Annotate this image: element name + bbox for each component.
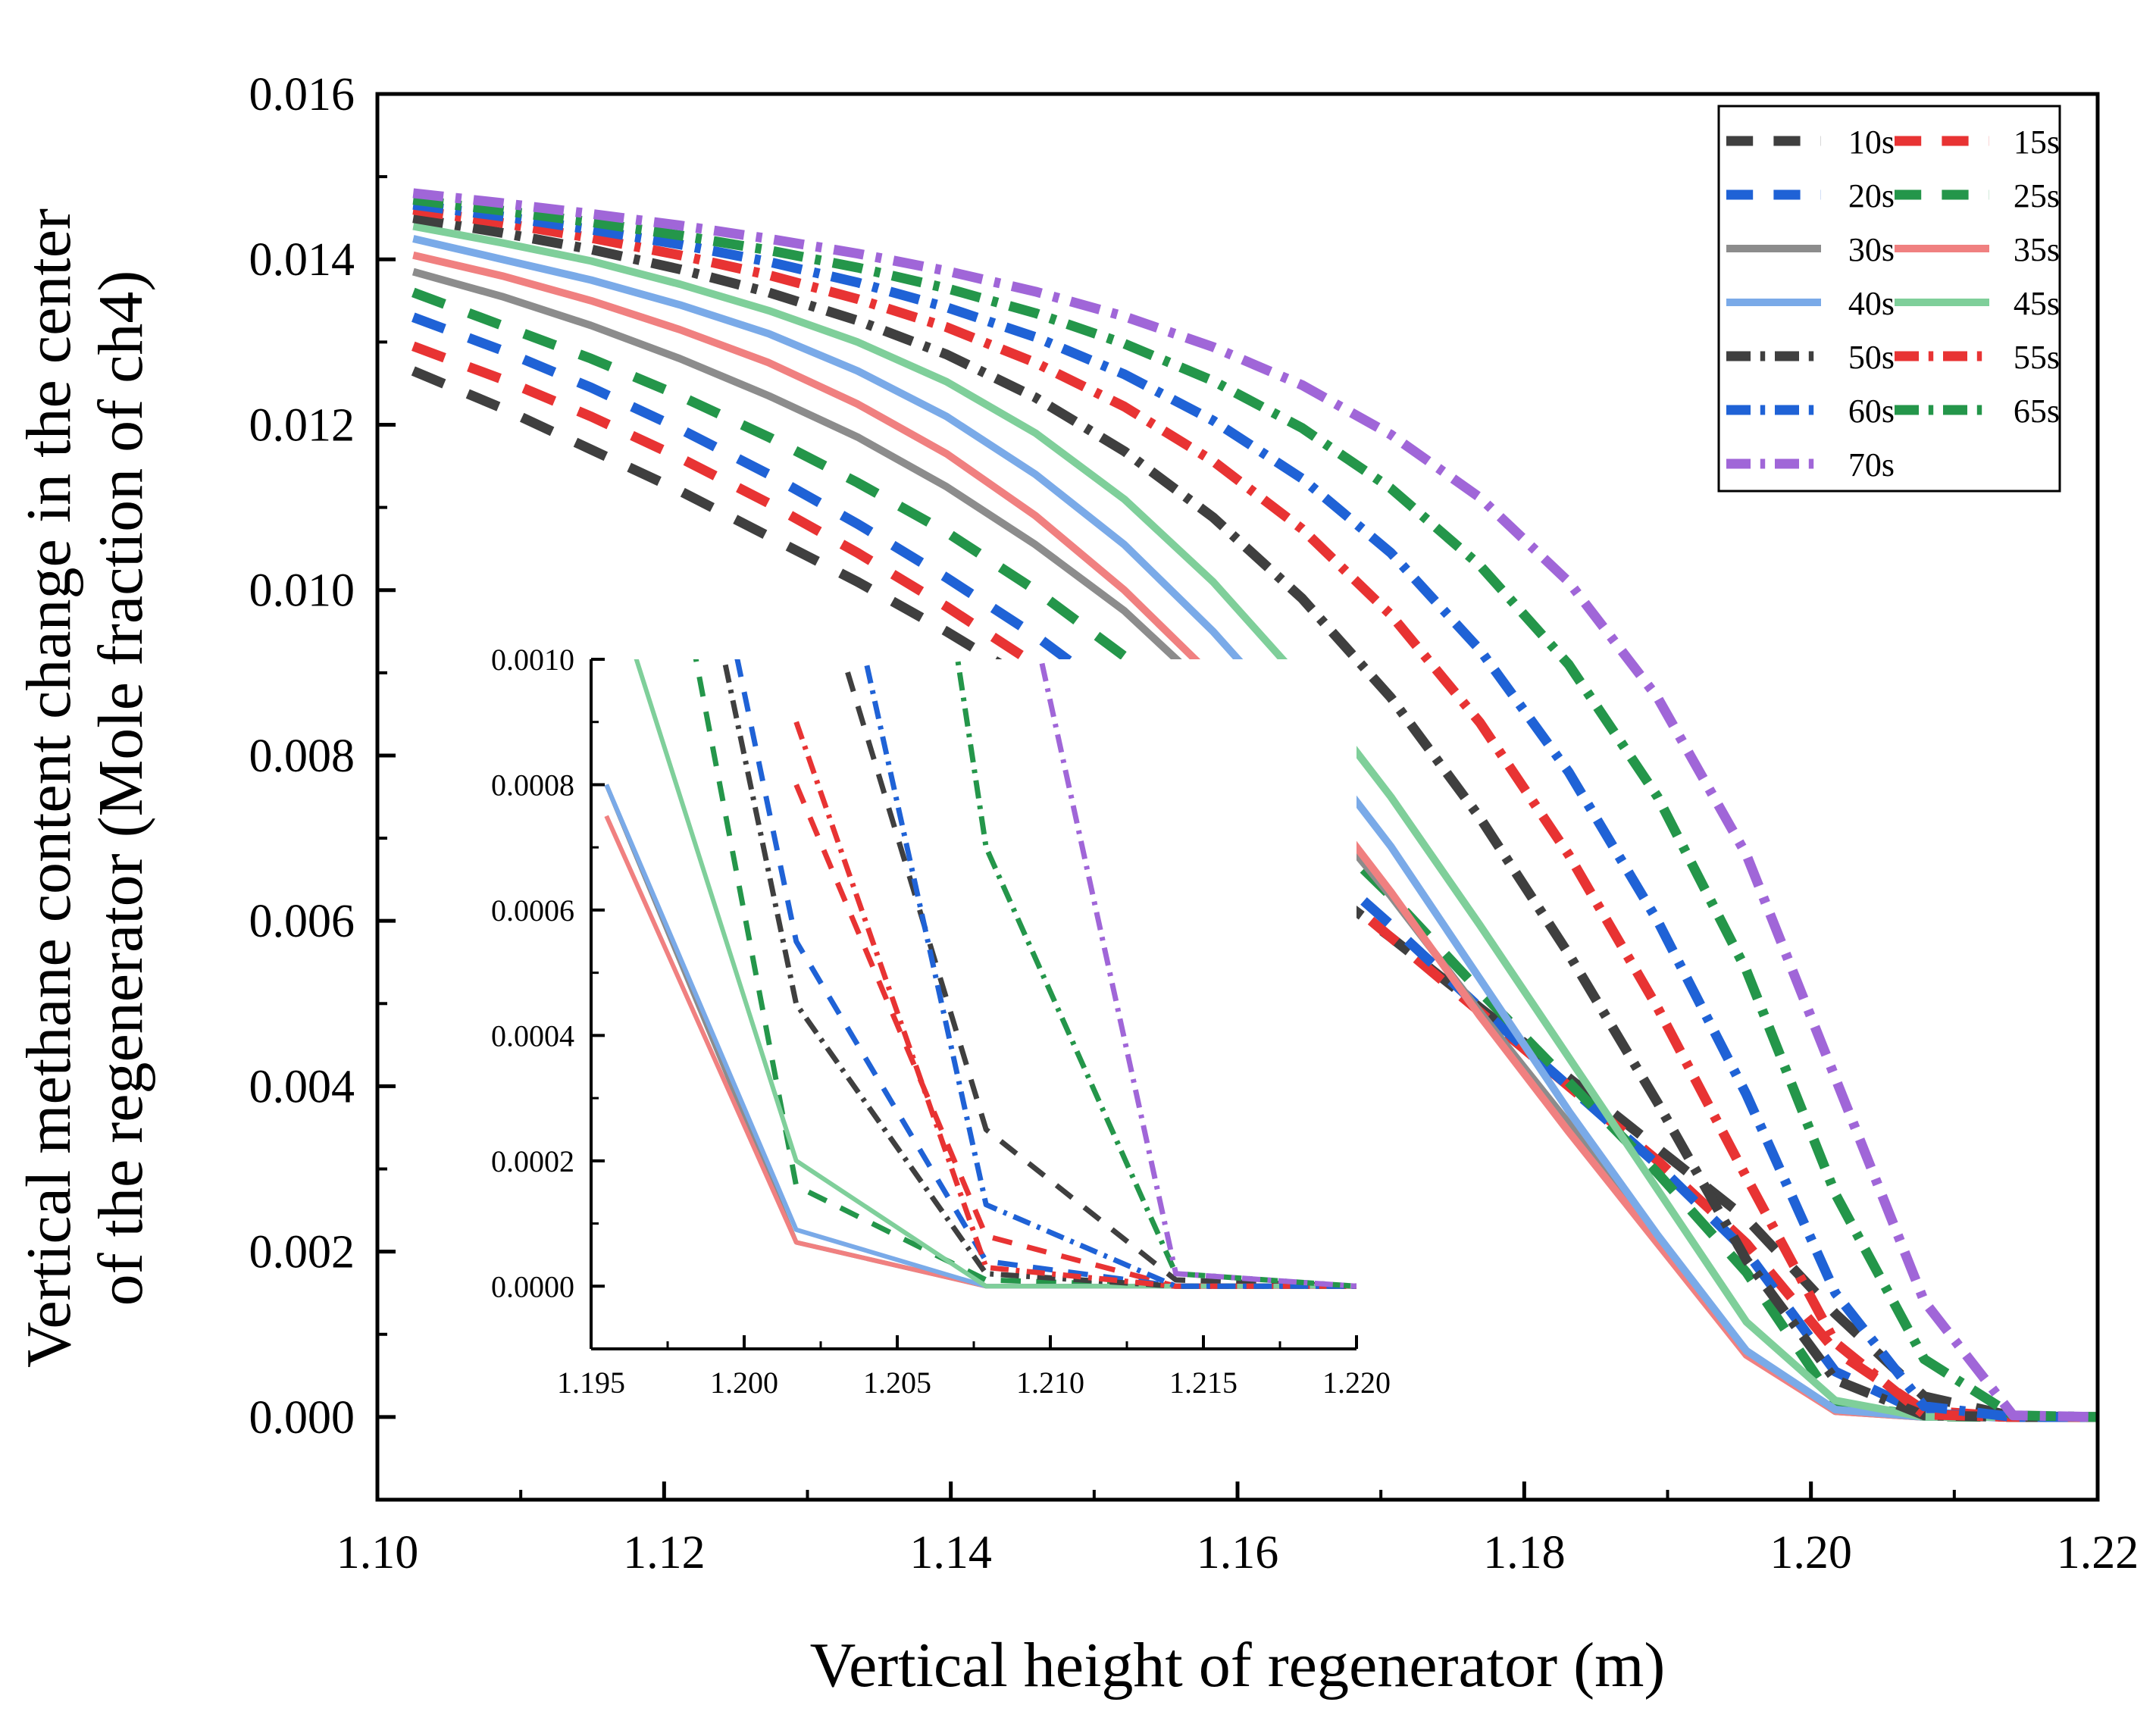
inset-x-tick-label: 1.195	[557, 1366, 625, 1400]
y-axis-label-line-1: Vertical methane content change in the c…	[14, 208, 84, 1368]
x-tick-label: 1.16	[1197, 1527, 1279, 1579]
legend-label-15s: 15s	[2014, 124, 2060, 161]
inset-y-tick-label: 0.0004	[491, 1018, 574, 1053]
inset-x-tick-label: 1.200	[710, 1366, 778, 1400]
main-axes: 1.10 1.12 1.14 1.16 1.18 1.20 1.22 0.000 0.002 0.…	[249, 69, 2139, 1579]
inset-x-tick-label: 1.220	[1322, 1366, 1391, 1400]
series-line-70s	[412, 188, 2098, 1422]
x-tick-label: 1.22	[2057, 1527, 2139, 1579]
inset-series-line-60s	[862, 659, 1356, 1289]
y-tick-label: 0.010	[249, 565, 355, 617]
series-line-55s	[412, 205, 2098, 1422]
x-axis-label: Vertical height of regenerator (m)	[810, 1630, 1666, 1701]
inset-series-line-65s	[955, 659, 1356, 1289]
inset-series-line-55s	[793, 721, 1356, 1289]
y-tick-label: 0.000	[249, 1392, 355, 1444]
inset-y-tick-label: 0.0010	[491, 643, 574, 677]
legend-label-55s: 55s	[2014, 339, 2060, 376]
inset-background	[591, 659, 1356, 1349]
x-tick-label: 1.18	[1483, 1527, 1566, 1579]
y-tick-label: 0.006	[249, 896, 355, 947]
legend-label-65s: 65s	[2014, 393, 2060, 430]
inset-y-tick-label: 0.0000	[491, 1269, 574, 1303]
inset-x-tick-label: 1.205	[863, 1366, 931, 1400]
inset-y-tick-label: 0.0002	[491, 1144, 574, 1178]
legend-label-35s: 35s	[2014, 231, 2060, 268]
inset-series-line-25s	[693, 659, 1356, 1289]
legend-label-25s: 25s	[2014, 177, 2060, 214]
x-tick-label: 1.14	[909, 1527, 992, 1579]
y-tick-label: 0.004	[249, 1061, 355, 1112]
inset-y-tick-label: 0.0006	[491, 893, 574, 928]
series-line-20s	[411, 312, 2098, 1422]
x-tick-label: 1.20	[1770, 1527, 1852, 1579]
y-tick-label: 0.002	[249, 1227, 355, 1278]
legend: 10s 15s 20s 25s 30s 35s 40s 45s 50s 55s 60s 65s 70s	[1717, 105, 2061, 493]
inset-x-tick-label: 1.215	[1169, 1366, 1238, 1400]
legend-label-20s: 20s	[1848, 177, 1895, 214]
inset-plot-area	[604, 659, 1356, 1289]
series-line-60s	[412, 199, 2098, 1422]
legend-label-10s: 10s	[1848, 124, 1895, 161]
inset-x-tick-label: 1.210	[1016, 1366, 1084, 1400]
series-line-65s	[412, 195, 2098, 1422]
legend-label-60s: 60s	[1848, 393, 1895, 430]
y-axis-label-line-2: of the regenerator (Mole fraction of ch4…	[86, 271, 156, 1306]
legend-label-30s: 30s	[1848, 231, 1895, 268]
legend-label-70s: 70s	[1848, 446, 1895, 483]
series-line-45s	[412, 222, 2098, 1421]
y-tick-label: 0.008	[249, 731, 355, 782]
legend-label-50s: 50s	[1848, 339, 1895, 376]
inset-series-line-10s	[840, 659, 1356, 1289]
y-tick-label: 0.012	[249, 399, 355, 451]
legend-label-45s: 45s	[2014, 285, 2060, 322]
y-tick-label: 0.016	[249, 69, 355, 120]
y-tick-label: 0.014	[249, 234, 355, 286]
y-axis-label: Vertical methane content change in the c…	[14, 208, 156, 1368]
inset-y-tick-label: 0.0008	[491, 768, 574, 802]
x-tick-label: 1.10	[336, 1527, 419, 1579]
series-line-50s	[412, 213, 2098, 1422]
x-tick-label: 1.12	[623, 1527, 706, 1579]
inset-axes: 1.195 1.200 1.205 1.210 1.215 1.220 0.0000 0.00…	[491, 643, 1391, 1400]
legend-label-40s: 40s	[1848, 285, 1895, 322]
